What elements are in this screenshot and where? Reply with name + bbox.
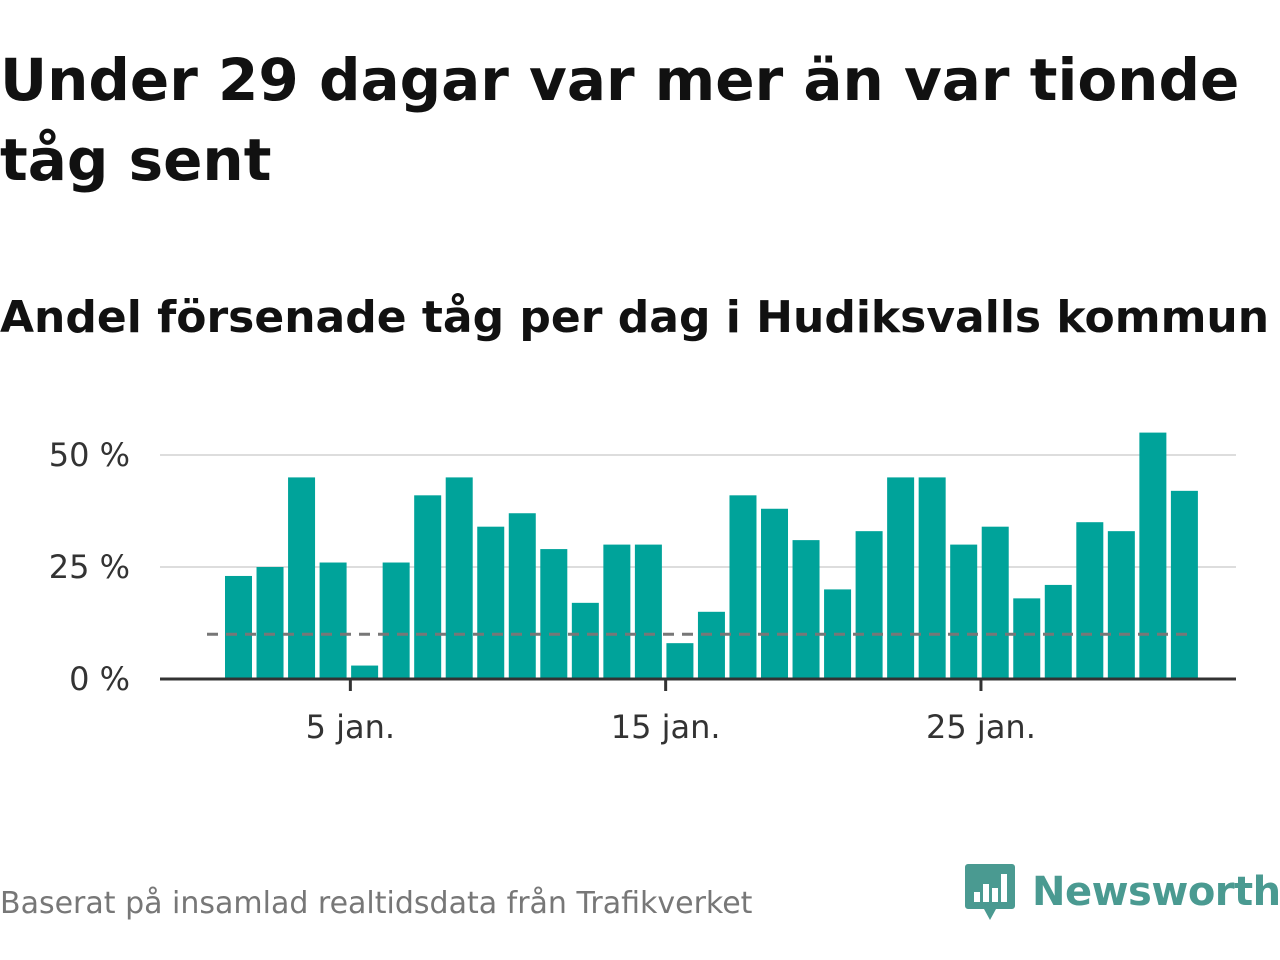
bar xyxy=(571,602,599,679)
y-tick-label: 0 % xyxy=(69,660,130,698)
bar xyxy=(981,526,1009,679)
y-tick-label: 50 % xyxy=(49,436,130,474)
bar xyxy=(445,477,473,679)
bar xyxy=(225,575,252,679)
bar xyxy=(634,544,662,679)
bar xyxy=(1076,522,1104,679)
x-tick-label: 25 jan. xyxy=(926,708,1036,746)
bar xyxy=(950,544,978,679)
bar xyxy=(855,531,883,679)
x-tick-label: 5 jan. xyxy=(306,708,395,746)
bar xyxy=(1013,598,1041,679)
bar xyxy=(603,544,631,679)
source-note: Baserat på insamlad realtidsdata från Tr… xyxy=(0,886,753,921)
bar xyxy=(729,495,757,679)
bar xyxy=(887,477,915,679)
bar xyxy=(256,567,284,679)
brand-name: Newsworthy xyxy=(1032,869,1280,915)
bar xyxy=(508,513,536,679)
brand-logo: Newsworthy xyxy=(964,862,1280,922)
bar xyxy=(1170,490,1198,679)
bar xyxy=(918,477,946,679)
bar xyxy=(666,643,694,679)
bar xyxy=(697,611,725,679)
x-tick-label: 15 jan. xyxy=(611,708,721,746)
newsworthy-logo-icon xyxy=(965,864,1015,920)
bar xyxy=(1044,584,1072,679)
chart-title: Under 29 dagar var mer än var tionde tåg… xyxy=(0,46,1240,194)
bar xyxy=(792,540,820,679)
bar xyxy=(1139,432,1167,679)
bar xyxy=(288,477,316,679)
chart-subtitle: Andel försenade tåg per dag i Hudiksvall… xyxy=(0,292,1270,343)
bar xyxy=(477,526,505,679)
bar xyxy=(761,508,789,679)
bar xyxy=(319,562,347,679)
bar-chart: 0 % 25 % 50 % 5 jan. 15 jan. 25 jan. xyxy=(49,432,1236,746)
bar xyxy=(540,549,568,679)
bar xyxy=(414,495,442,679)
bar xyxy=(1107,531,1135,679)
bar xyxy=(382,562,410,679)
bar xyxy=(351,665,379,679)
y-tick-label: 25 % xyxy=(49,548,130,586)
